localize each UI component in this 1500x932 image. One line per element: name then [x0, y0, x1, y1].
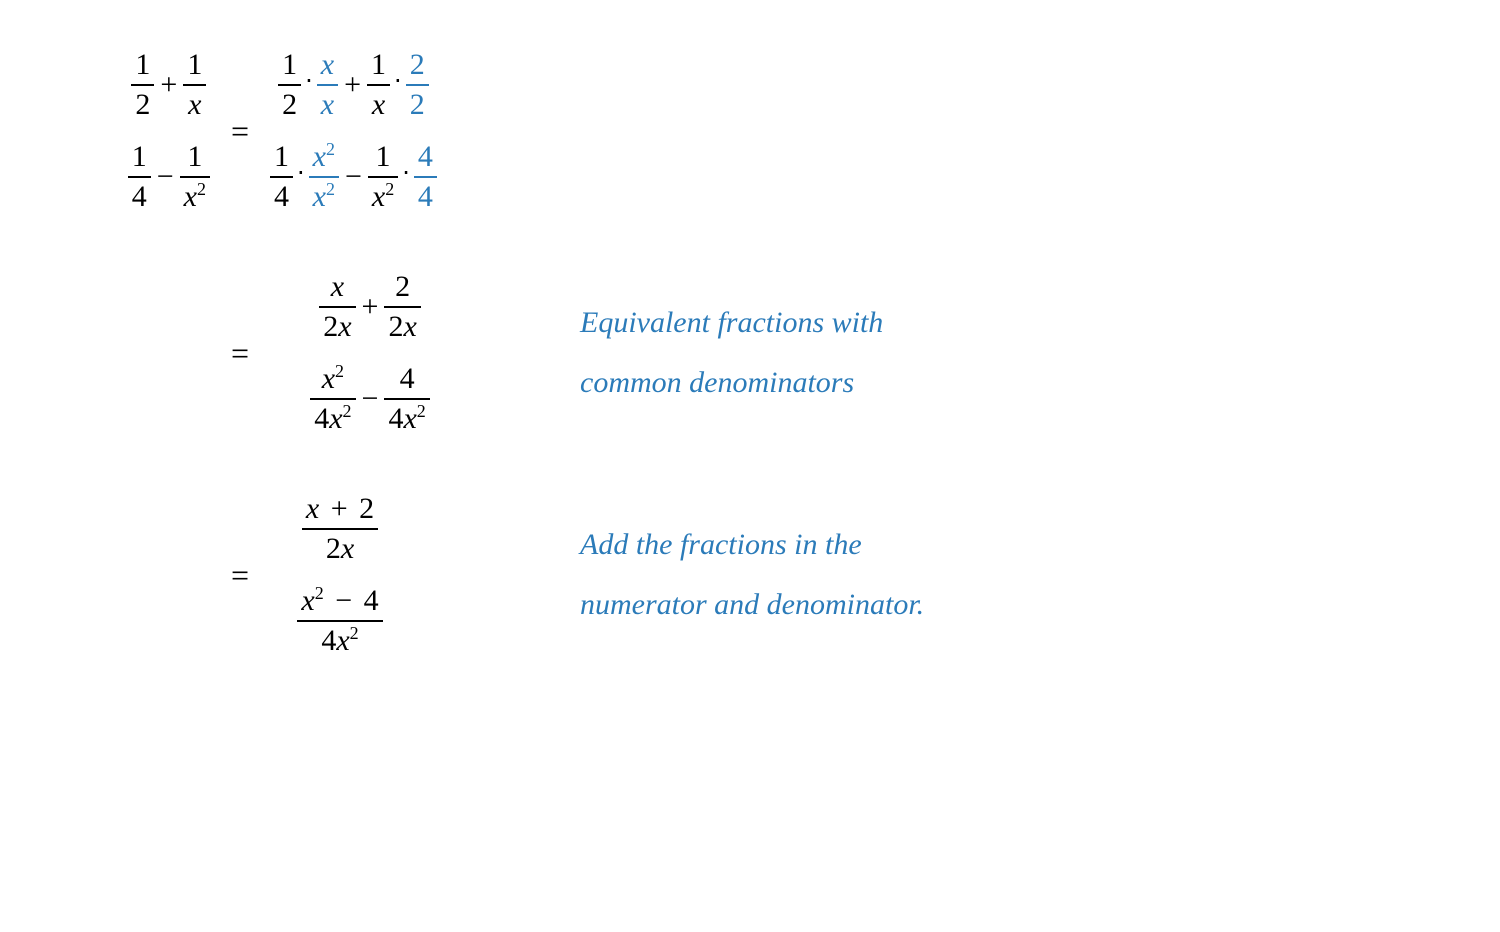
plus-op: +: [154, 68, 183, 102]
variable-x: x: [317, 86, 338, 124]
frac-x2minus4-over-4x2: x2 − 4 4x2: [297, 582, 382, 660]
frac-2-over-2x: 2 2x: [384, 268, 420, 346]
step3-row: = x + 2 2x x2 −: [50, 484, 1450, 666]
equals-sign: =: [220, 113, 260, 150]
step1-rhs: 1 2 ⋅ x x + 1 x: [260, 40, 447, 222]
step3-annotation: Add the fractions in the numerator and d…: [580, 515, 924, 635]
term-4x2: 4x2: [317, 622, 362, 660]
x-squared: x2: [318, 360, 348, 398]
variable-x: x: [368, 86, 389, 124]
term-4x2: 4x2: [384, 400, 429, 438]
rhs3-complex-fraction: x + 2 2x x2 − 4 4x2: [260, 484, 420, 666]
expr-x-plus-2: x + 2: [302, 490, 378, 528]
step2-rhs: x 2x + 2 2x x2: [260, 262, 480, 444]
frac-1-over-x2: 1 x2: [180, 138, 210, 216]
annotation-line: Equivalent fractions with: [580, 293, 883, 353]
variable-x: x: [317, 46, 338, 84]
step1-left: 1 2 + 1 x 1: [50, 40, 220, 222]
step2-annotation: Equivalent fractions with common denomin…: [580, 293, 883, 413]
lhs-complex-fraction: 1 2 + 1 x 1: [118, 40, 220, 222]
digit-1: 1: [128, 138, 151, 176]
dot-op: ⋅: [398, 159, 414, 188]
frac-1-over-x2: 1 x2: [368, 138, 398, 216]
frac-x-over-2x: x 2x: [319, 268, 355, 346]
digit-4: 4: [396, 360, 419, 398]
term-2x: 2x: [319, 308, 355, 346]
x-squared: x2: [180, 178, 210, 216]
frac-2-over-2: 2 2: [406, 46, 429, 124]
frac-xplus2-over-2x: x + 2 2x: [302, 490, 378, 568]
x-squared: x2: [309, 138, 339, 176]
digit-4: 4: [270, 178, 293, 216]
digit-2: 2: [406, 46, 429, 84]
plus-op: +: [338, 68, 367, 102]
frac-1-over-2: 1 2: [131, 46, 154, 124]
digit-2: 2: [406, 86, 429, 124]
variable-x: x: [327, 268, 348, 306]
digit-1: 1: [131, 46, 154, 84]
digit-1: 1: [278, 46, 301, 84]
frac-x2-over-4x2: x2 4x2: [310, 360, 355, 438]
digit-1: 1: [183, 46, 206, 84]
dot-op: ⋅: [301, 67, 317, 96]
frac-4-over-4: 4 4: [414, 138, 437, 216]
digit-1: 1: [183, 138, 206, 176]
digit-4: 4: [128, 178, 151, 216]
dot-op: ⋅: [390, 67, 406, 96]
digit-1: 1: [372, 138, 395, 176]
digit-4: 4: [414, 138, 437, 176]
expr-x2-minus-4: x2 − 4: [297, 582, 382, 620]
step3-rhs: x + 2 2x x2 − 4 4x2: [260, 484, 420, 666]
frac-1-over-4: 1 4: [270, 138, 293, 216]
step1-row: 1 2 + 1 x 1: [50, 40, 1450, 222]
step2-row: = x 2x + 2 2x: [50, 262, 1450, 444]
rhs2-complex-fraction: x 2x + 2 2x x2: [260, 262, 480, 444]
annotation-line: numerator and denominator.: [580, 575, 924, 635]
frac-x2-over-x2: x2 x2: [309, 138, 339, 216]
frac-1-over-x: 1 x: [183, 46, 206, 124]
term-2x: 2x: [322, 530, 358, 568]
minus-op: −: [356, 382, 385, 416]
rhs1-complex-fraction: 1 2 ⋅ x x + 1 x: [260, 40, 447, 222]
x-squared: x2: [309, 178, 339, 216]
minus-op: −: [339, 160, 368, 194]
term-4x2: 4x2: [310, 400, 355, 438]
x-squared: x2: [368, 178, 398, 216]
frac-1-over-4: 1 4: [128, 138, 151, 216]
annotation-line: Add the fractions in the: [580, 515, 924, 575]
equals-sign: =: [220, 557, 260, 594]
digit-2: 2: [391, 268, 414, 306]
plus-op: +: [356, 290, 385, 324]
digit-1: 1: [367, 46, 390, 84]
frac-1-over-2: 1 2: [278, 46, 301, 124]
variable-x: x: [184, 86, 205, 124]
minus-op: −: [151, 160, 180, 194]
digit-1: 1: [270, 138, 293, 176]
frac-x-over-x: x x: [317, 46, 338, 124]
term-2x: 2x: [384, 308, 420, 346]
digit-2: 2: [278, 86, 301, 124]
equals-sign: =: [220, 335, 260, 372]
frac-4-over-4x2: 4 4x2: [384, 360, 429, 438]
annotation-line: common denominators: [580, 353, 883, 413]
frac-1-over-x: 1 x: [367, 46, 390, 124]
digit-2: 2: [131, 86, 154, 124]
dot-op: ⋅: [293, 159, 309, 188]
digit-4: 4: [414, 178, 437, 216]
